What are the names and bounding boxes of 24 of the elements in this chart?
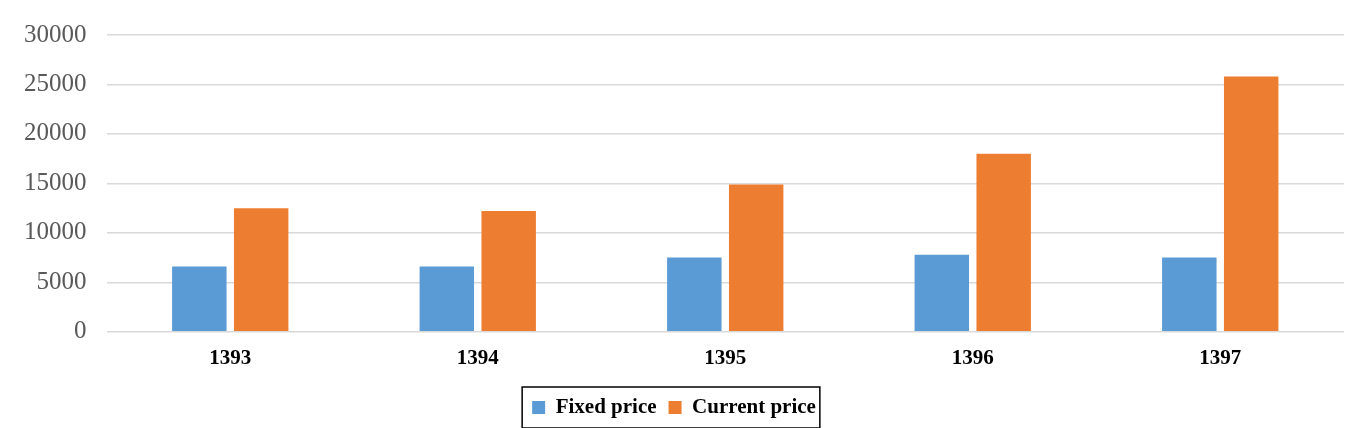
y-tick-label: 25000 — [24, 69, 87, 97]
bar — [481, 211, 536, 332]
legend-label: Fixed price — [555, 393, 657, 418]
x-tick-label: 1394 — [456, 344, 500, 369]
x-tick-label: 1397 — [1199, 344, 1242, 369]
bar — [1223, 76, 1279, 332]
bar — [976, 153, 1031, 332]
x-tick-label: 1393 — [209, 344, 252, 369]
y-tick-label: 10000 — [24, 217, 87, 245]
bar — [1162, 257, 1217, 332]
x-tick-label: 1396 — [951, 344, 994, 369]
legend-label: Current price — [692, 393, 816, 418]
y-tick-label: 15000 — [24, 167, 87, 195]
bar — [914, 254, 970, 332]
bar — [667, 257, 722, 332]
bar — [419, 266, 475, 332]
x-tick-label: 1395 — [704, 344, 747, 369]
y-tick-label: 20000 — [24, 118, 87, 146]
bar — [233, 208, 289, 332]
y-tick-label: 5000 — [36, 266, 87, 294]
bar — [172, 266, 227, 332]
bar — [728, 184, 784, 332]
y-tick-label: 0 — [74, 316, 87, 344]
y-tick-label: 30000 — [24, 19, 87, 47]
